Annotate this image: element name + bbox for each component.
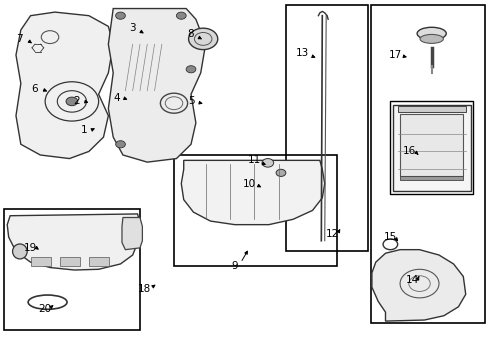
- Ellipse shape: [13, 244, 27, 259]
- Text: 15: 15: [383, 232, 396, 242]
- Bar: [60, 257, 80, 266]
- Text: 4: 4: [114, 93, 120, 103]
- Bar: [370, 5, 484, 323]
- Bar: [397, 106, 465, 112]
- PathPatch shape: [108, 9, 205, 162]
- Circle shape: [262, 158, 273, 167]
- Text: 8: 8: [187, 28, 194, 39]
- PathPatch shape: [371, 249, 465, 321]
- Circle shape: [176, 12, 186, 19]
- Text: 19: 19: [24, 243, 37, 253]
- Bar: [285, 5, 368, 251]
- Bar: [30, 257, 51, 266]
- Text: 11: 11: [247, 156, 260, 165]
- Text: 3: 3: [129, 23, 136, 33]
- Text: 13: 13: [296, 48, 309, 58]
- Bar: [4, 208, 140, 330]
- Circle shape: [188, 28, 217, 50]
- Text: 16: 16: [403, 147, 416, 157]
- Text: 18: 18: [138, 284, 151, 294]
- Text: 17: 17: [388, 50, 401, 60]
- PathPatch shape: [16, 12, 113, 158]
- Text: 12: 12: [325, 229, 338, 239]
- Bar: [389, 102, 472, 194]
- Ellipse shape: [419, 35, 443, 43]
- Text: 9: 9: [231, 261, 238, 271]
- Bar: [399, 114, 462, 176]
- Bar: [392, 105, 469, 191]
- Text: 2: 2: [73, 96, 80, 107]
- PathPatch shape: [181, 160, 324, 225]
- Bar: [174, 155, 336, 266]
- Circle shape: [186, 66, 196, 73]
- Text: 7: 7: [17, 34, 23, 44]
- Text: 20: 20: [39, 303, 52, 314]
- PathPatch shape: [122, 217, 142, 249]
- Text: 10: 10: [243, 179, 255, 189]
- Circle shape: [276, 169, 285, 176]
- Ellipse shape: [416, 27, 446, 40]
- Bar: [399, 176, 462, 180]
- PathPatch shape: [7, 214, 140, 270]
- Circle shape: [66, 97, 78, 106]
- Text: 6: 6: [31, 84, 38, 94]
- Circle shape: [116, 141, 125, 148]
- Text: 14: 14: [405, 275, 418, 285]
- Bar: [89, 257, 109, 266]
- Text: 1: 1: [81, 125, 87, 135]
- Circle shape: [116, 12, 125, 19]
- Text: 5: 5: [187, 96, 194, 107]
